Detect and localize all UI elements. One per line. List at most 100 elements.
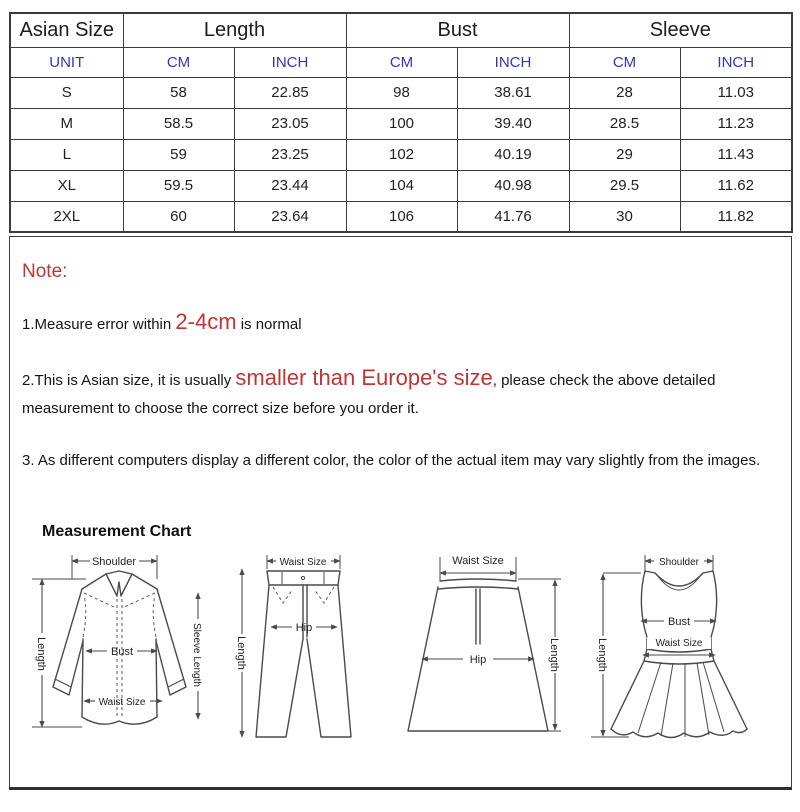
unit-cell: INCH	[456, 46, 570, 78]
dress-bust-label: Bust	[668, 616, 690, 628]
note-3: 3. As different computers display a diff…	[22, 452, 761, 469]
table-cell: 23.05	[233, 107, 347, 140]
table-cell: 39.40	[456, 107, 570, 140]
size-table: Asian Size Length Bust Sleeve UNIT CM IN…	[9, 12, 794, 233]
dress-neckline	[644, 570, 714, 587]
pants-diagram: Waist Size Hip Length	[235, 555, 353, 738]
table-cell: 41.76	[456, 200, 570, 233]
shirt-shoulder-label: Shoulder	[92, 556, 136, 568]
note-2: 2.This is Asian size, it is usually smal…	[22, 364, 777, 423]
skirt-waistband	[438, 578, 517, 582]
pants-waistband	[266, 570, 342, 586]
shirt-bust-label: Bust	[111, 646, 133, 658]
notes-title: Note:	[22, 261, 68, 282]
table-cell: 100	[345, 107, 458, 140]
skirt-waist-label: Waist Size	[452, 555, 504, 567]
table-cell: 104	[345, 169, 458, 202]
shirt-right-sleeve	[155, 588, 187, 696]
dress-skirt	[610, 660, 748, 730]
table-cell: 102	[345, 138, 458, 171]
header-sleeve: Sleeve	[568, 12, 793, 48]
size-label: M	[9, 107, 124, 140]
table-cell: 59.5	[122, 169, 235, 202]
measurement-chart-title: Measurement Chart	[42, 523, 192, 540]
table-cell: 60	[122, 200, 235, 233]
dress-length-label: Length	[596, 638, 608, 672]
header-asian-size: Asian Size	[9, 12, 124, 48]
dress-shoulder-label: Shoulder	[659, 557, 700, 568]
shirt-body	[81, 638, 158, 725]
note-2-suffix: , please check the above detailed measur…	[22, 372, 716, 417]
table-cell: 23.44	[233, 169, 347, 202]
unit-cell: UNIT	[9, 46, 124, 78]
unit-cell: CM	[345, 46, 458, 78]
measurement-chart: Shoulder Bust Waist Size	[22, 549, 777, 744]
table-cell: 40.19	[456, 138, 570, 171]
table-cell: 98	[345, 76, 458, 109]
table-cell: 38.61	[456, 76, 570, 109]
table-cell: 106	[345, 200, 458, 233]
table-cell: 29	[568, 138, 681, 171]
size-row-m: M 58.5 23.05 100 39.40 28.5 11.23	[9, 107, 793, 140]
unit-cell: CM	[122, 46, 235, 78]
table-cell: 11.03	[679, 76, 793, 109]
unit-cell: INCH	[679, 46, 793, 78]
size-label: XL	[9, 169, 124, 202]
size-label: S	[9, 76, 124, 109]
table-cell: 30	[568, 200, 681, 233]
size-row-l: L 59 23.25 102 40.19 29 11.43	[9, 138, 793, 171]
shirt-sleeve-length-label: Sleeve Length	[191, 623, 202, 687]
shirt-diagram: Shoulder Bust Waist Size	[32, 555, 202, 728]
header-length: Length	[122, 12, 347, 48]
dress-waist-label: Waist Size	[656, 638, 703, 649]
table-cell: 58.5	[122, 107, 235, 140]
dress-left-side	[640, 570, 648, 650]
shirt-left-sleeve	[52, 588, 84, 696]
table-cell: 28	[568, 76, 681, 109]
table-cell: 29.5	[568, 169, 681, 202]
dress-diagram: Shoulder Bust Waist Size	[590, 555, 748, 739]
skirt-length-label: Length	[548, 638, 560, 672]
size-label: 2XL	[9, 200, 124, 233]
size-chart-page: Asian Size Length Bust Sleeve UNIT CM IN…	[9, 12, 794, 790]
size-row-s: S 58 22.85 98 38.61 28 11.03	[9, 76, 793, 109]
shirt-collar	[81, 570, 158, 590]
pants-right-leg	[306, 584, 353, 738]
pants-waist-label: Waist Size	[280, 557, 327, 568]
table-cell: 23.25	[233, 138, 347, 171]
pants-length-label: Length	[235, 636, 247, 670]
table-cell: 58	[122, 76, 235, 109]
table-cell: 22.85	[233, 76, 347, 109]
shirt-length-label: Length	[35, 637, 47, 671]
table-cell: 11.23	[679, 107, 793, 140]
note-1-highlight: 2-4cm	[175, 309, 237, 334]
notes-panel: Note: 1.Measure error within 2-4cm is no…	[9, 236, 792, 790]
table-cell: 11.43	[679, 138, 793, 171]
pants-left-leg	[255, 584, 305, 738]
table-cell: 11.82	[679, 200, 793, 233]
table-cell: 40.98	[456, 169, 570, 202]
dress-waistband	[643, 648, 715, 665]
table-cell: 28.5	[568, 107, 681, 140]
table-group-header-row: Asian Size Length Bust Sleeve	[9, 12, 793, 48]
skirt-diagram: Waist Size Hip Length	[406, 555, 561, 732]
note-2-highlight: smaller than Europe's size	[235, 365, 493, 390]
size-label: L	[9, 138, 124, 171]
size-row-2xl: 2XL 60 23.64 106 41.76 30 11.82	[9, 200, 793, 233]
size-row-xl: XL 59.5 23.44 104 40.98 29.5 11.62	[9, 169, 793, 202]
pants-hip-label: Hip	[296, 622, 313, 634]
table-cell: 11.62	[679, 169, 793, 202]
unit-cell: INCH	[233, 46, 347, 78]
note-1-text: 1.Measure error within	[22, 316, 176, 333]
skirt-hip-label: Hip	[469, 654, 486, 666]
note-1: 1.Measure error within 2-4cm is normal	[22, 308, 777, 339]
dress-right-side	[710, 570, 718, 650]
table-unit-row: UNIT CM INCH CM INCH CM INCH	[9, 46, 793, 78]
table-cell: 59	[122, 138, 235, 171]
shirt-waist-label: Waist Size	[99, 697, 146, 708]
unit-cell: CM	[568, 46, 681, 78]
note-2-text: 2.This is Asian size, it is usually	[22, 372, 236, 389]
note-1-suffix: is normal	[236, 316, 302, 333]
header-bust: Bust	[345, 12, 570, 48]
table-cell: 23.64	[233, 200, 347, 233]
